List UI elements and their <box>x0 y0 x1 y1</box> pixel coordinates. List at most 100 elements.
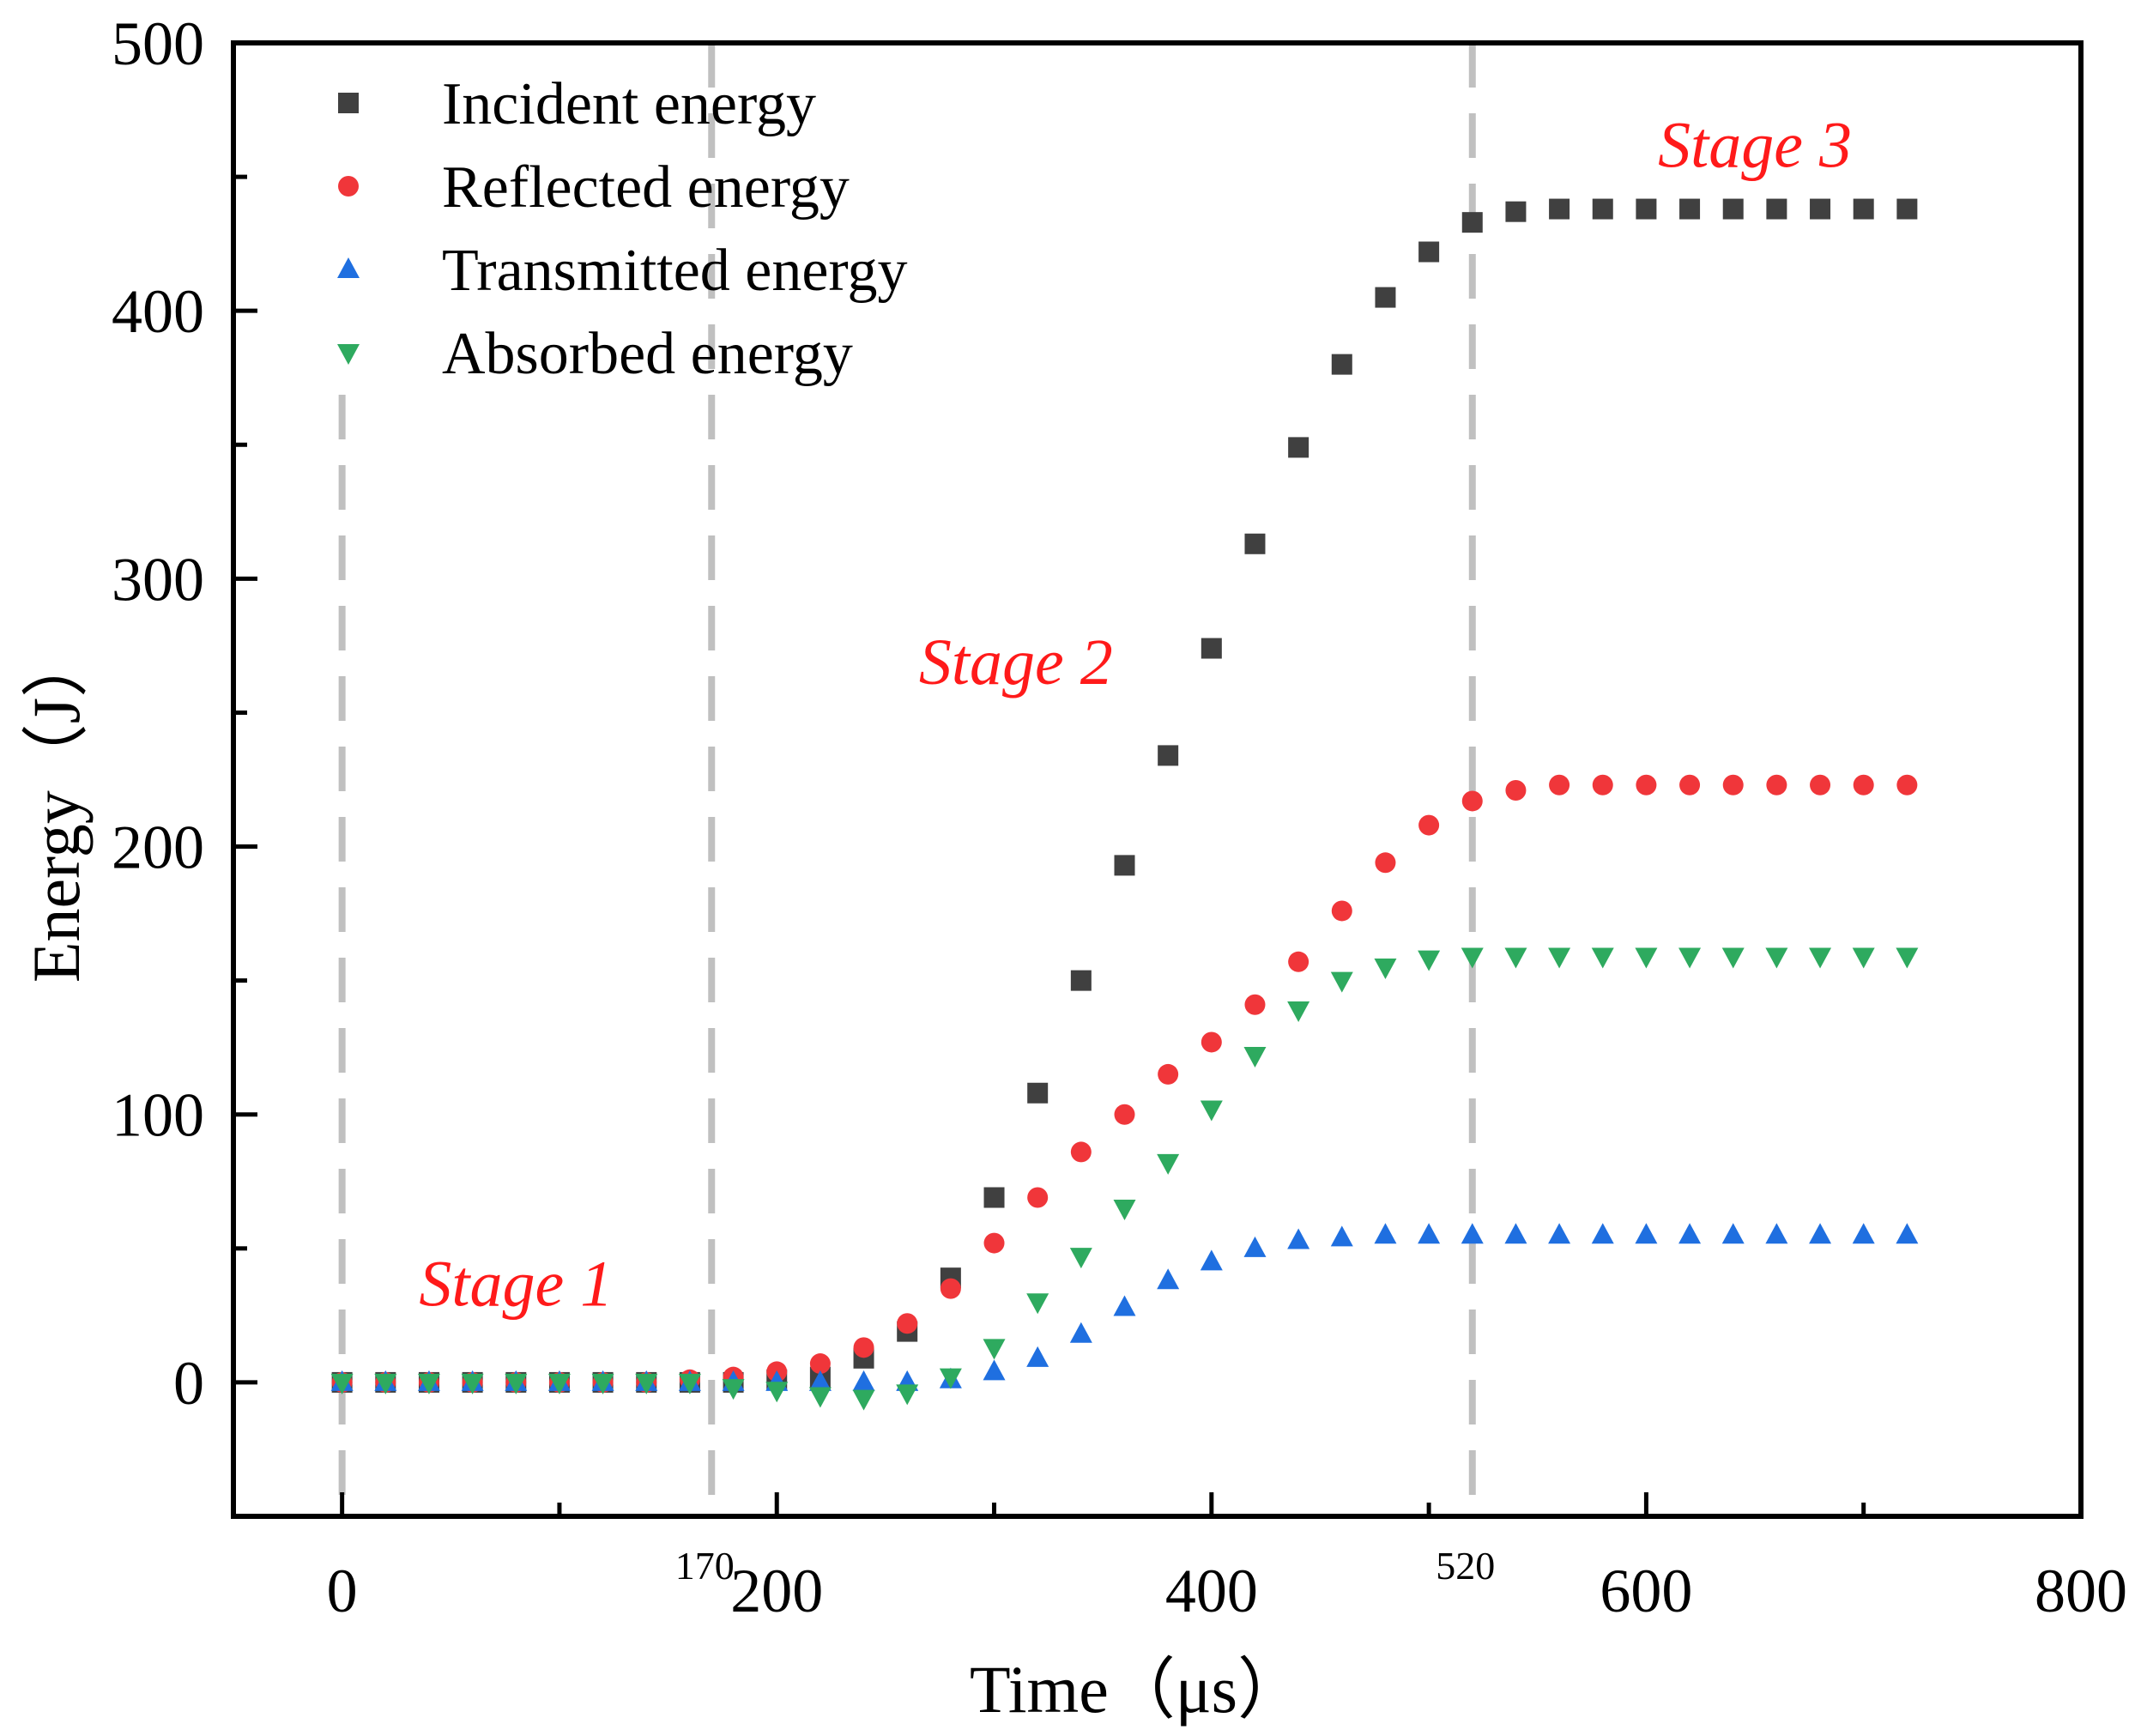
point-triangle-up-480 <box>1374 1223 1397 1244</box>
point-square-620 <box>1679 198 1701 220</box>
point-triangle-down-80 <box>505 1373 528 1394</box>
stage-label-3: Stage 3 <box>1658 110 1852 182</box>
guide-label-170: 170 <box>675 1544 735 1588</box>
legend-marker-triangle-up <box>337 257 360 278</box>
point-triangle-down-680 <box>1809 947 1832 969</box>
point-circle-340 <box>1070 1141 1092 1163</box>
legend-marker-circle <box>338 176 359 197</box>
point-triangle-down-460 <box>1330 971 1353 993</box>
point-triangle-down-500 <box>1418 950 1441 971</box>
point-triangle-down-220 <box>808 1387 832 1408</box>
point-triangle-down-60 <box>461 1373 484 1394</box>
point-triangle-down-700 <box>1852 947 1875 969</box>
point-square-420 <box>1244 533 1266 554</box>
point-triangle-down-340 <box>1069 1248 1092 1269</box>
point-square-460 <box>1331 354 1352 375</box>
x-tick-label-200: 200 <box>730 1557 823 1625</box>
point-circle-420 <box>1244 994 1266 1015</box>
stage-guide-lines <box>338 43 1476 1516</box>
data-points <box>330 198 1919 1411</box>
stage-annotations: Stage 1 Stage 2 Stage 3 <box>419 110 1852 1321</box>
y-tick-label-300: 300 <box>112 545 204 614</box>
point-triangle-down-40 <box>417 1373 440 1394</box>
point-triangle-up-340 <box>1069 1322 1092 1343</box>
y-axis-title: Energy（J） <box>19 631 94 983</box>
plot-frame <box>231 40 2084 1519</box>
point-circle-680 <box>1810 774 1831 795</box>
point-triangle-up-300 <box>983 1359 1006 1381</box>
point-circle-640 <box>1722 774 1744 795</box>
point-triangle-down-120 <box>591 1373 614 1394</box>
y-tick-label-100: 100 <box>112 1081 204 1150</box>
point-triangle-up-680 <box>1809 1223 1832 1244</box>
point-triangle-up-420 <box>1243 1236 1267 1257</box>
point-circle-260 <box>897 1313 918 1334</box>
point-square-600 <box>1636 198 1657 220</box>
point-triangle-down-380 <box>1157 1153 1180 1175</box>
point-triangle-up-500 <box>1418 1223 1441 1244</box>
point-triangle-up-440 <box>1287 1228 1310 1249</box>
point-triangle-down-240 <box>852 1389 875 1411</box>
tick-labels: 170 520 0 200 400 600 800 0 100 200 300 400 500 <box>112 9 2127 1625</box>
point-triangle-down-480 <box>1374 959 1397 980</box>
point-square-720 <box>1896 198 1918 220</box>
point-triangle-up-720 <box>1896 1223 1919 1244</box>
point-triangle-down-720 <box>1896 947 1919 969</box>
point-triangle-down-200 <box>765 1382 789 1403</box>
legend-label-2: Reflected energy <box>442 154 850 221</box>
point-triangle-up-660 <box>1765 1223 1788 1244</box>
x-tick-label-0: 0 <box>327 1557 358 1625</box>
point-square-540 <box>1505 201 1527 222</box>
legend-marker-square <box>338 93 359 113</box>
point-triangle-up-240 <box>852 1370 875 1391</box>
point-triangle-up-600 <box>1635 1223 1658 1244</box>
point-square-360 <box>1114 855 1135 876</box>
point-triangle-down-300 <box>983 1339 1006 1360</box>
point-triangle-up-640 <box>1721 1223 1745 1244</box>
point-triangle-up-220 <box>808 1370 832 1391</box>
point-square-560 <box>1549 198 1570 220</box>
point-triangle-down-600 <box>1635 947 1658 969</box>
point-triangle-down-140 <box>635 1373 658 1394</box>
point-square-320 <box>1027 1082 1049 1104</box>
point-triangle-down-180 <box>722 1379 745 1400</box>
point-circle-400 <box>1201 1031 1222 1053</box>
point-circle-360 <box>1114 1104 1135 1125</box>
x-tick-label-400: 400 <box>1165 1557 1258 1625</box>
stage-label-2: Stage 2 <box>919 626 1113 699</box>
point-square-700 <box>1853 198 1874 220</box>
point-circle-520 <box>1461 790 1483 812</box>
point-square-480 <box>1375 287 1396 308</box>
point-triangle-down-660 <box>1765 947 1788 969</box>
point-square-300 <box>983 1187 1005 1208</box>
legend-label-4: Absorbed energy <box>442 321 853 387</box>
legend: Incident energy Reflected energy Transmitt… <box>337 71 907 387</box>
point-circle-720 <box>1896 774 1918 795</box>
y-tick-label-400: 400 <box>112 277 204 346</box>
point-triangle-up-380 <box>1157 1268 1180 1290</box>
point-triangle-up-320 <box>1026 1346 1049 1367</box>
point-circle-320 <box>1027 1187 1049 1208</box>
point-triangle-down-520 <box>1461 947 1484 969</box>
point-circle-500 <box>1418 814 1440 836</box>
point-triangle-up-580 <box>1591 1223 1614 1244</box>
point-circle-700 <box>1853 774 1874 795</box>
point-triangle-down-260 <box>896 1384 919 1406</box>
point-square-640 <box>1722 198 1744 220</box>
point-circle-460 <box>1331 900 1352 922</box>
point-triangle-down-540 <box>1504 947 1527 969</box>
point-triangle-down-100 <box>547 1373 571 1394</box>
legend-marker-triangle-down <box>337 344 360 365</box>
guide-label-520: 520 <box>1436 1544 1495 1588</box>
y-tick-label-500: 500 <box>112 9 204 78</box>
point-circle-300 <box>983 1232 1005 1254</box>
point-circle-240 <box>853 1337 874 1358</box>
point-triangle-down-360 <box>1113 1199 1136 1220</box>
point-triangle-up-460 <box>1330 1225 1353 1247</box>
point-triangle-down-400 <box>1200 1100 1223 1122</box>
point-triangle-down-160 <box>678 1373 701 1394</box>
point-circle-440 <box>1288 951 1309 972</box>
point-square-580 <box>1592 198 1613 220</box>
